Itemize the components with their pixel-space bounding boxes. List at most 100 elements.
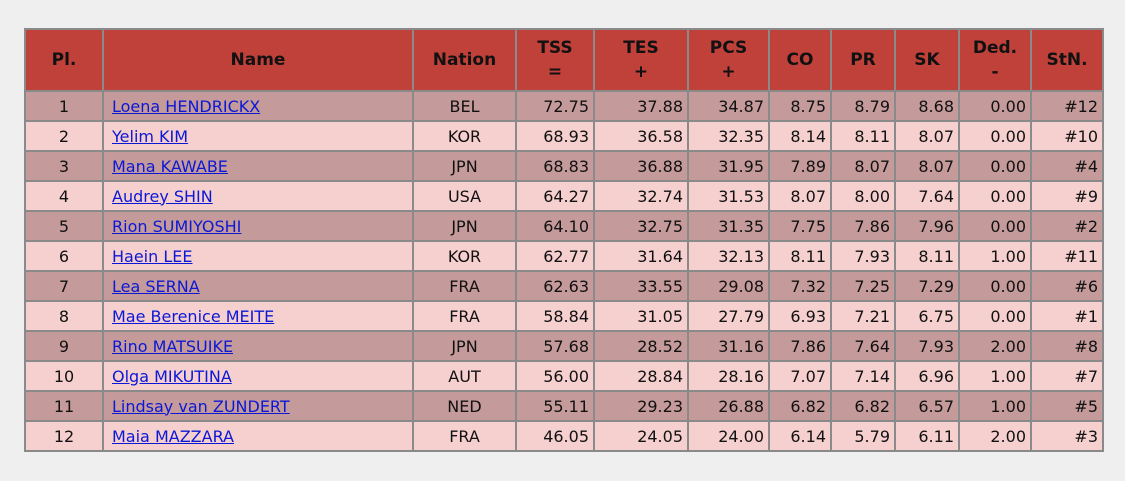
cell-tes: 32.75: [593, 210, 689, 242]
cell-tes: 36.58: [593, 120, 689, 152]
cell-skater-name[interactable]: Lindsay van ZUNDERT: [102, 390, 414, 422]
col-header-tes: TES +: [593, 28, 689, 92]
skater-link[interactable]: Audrey SHIN: [112, 186, 213, 206]
cell-co: 6.14: [768, 420, 832, 452]
cell-start-number: #4: [1030, 150, 1104, 182]
cell-tss: 64.27: [515, 180, 595, 212]
cell-skater-name[interactable]: Rino MATSUIKE: [102, 330, 414, 362]
cell-tes: 36.88: [593, 150, 689, 182]
skater-link[interactable]: Lindsay van ZUNDERT: [112, 396, 290, 416]
cell-tss: 72.75: [515, 90, 595, 122]
cell-tss: 62.63: [515, 270, 595, 302]
cell-pcs: 31.95: [687, 150, 770, 182]
table-row: 2 Yelim KIM KOR 68.93 36.58 32.35 8.14 8.11 8.07…: [24, 120, 1104, 152]
skater-link[interactable]: Mae Berenice MEITE: [112, 306, 275, 326]
skater-link[interactable]: Olga MIKUTINA: [112, 366, 232, 386]
header-row: Pl. Name Nation TSS = TES + PCS + CO PR SK …: [24, 28, 1104, 92]
skater-link[interactable]: Lea SERNA: [112, 276, 200, 296]
cell-deductions: 0.00: [958, 210, 1032, 242]
cell-deductions: 2.00: [958, 330, 1032, 362]
cell-skater-name[interactable]: Loena HENDRICKX: [102, 90, 414, 122]
cell-place: 10: [24, 360, 104, 392]
col-header-ded: Ded. -: [958, 28, 1032, 92]
skater-link[interactable]: Rion SUMIYOSHI: [112, 216, 242, 236]
skater-link[interactable]: Mana KAWABE: [112, 156, 228, 176]
cell-place: 11: [24, 390, 104, 422]
cell-pcs: 31.16: [687, 330, 770, 362]
cell-tes: 31.64: [593, 240, 689, 272]
cell-deductions: 0.00: [958, 150, 1032, 182]
cell-deductions: 1.00: [958, 240, 1032, 272]
cell-pcs: 32.13: [687, 240, 770, 272]
col-header-pcs: PCS +: [687, 28, 770, 92]
cell-place: 12: [24, 420, 104, 452]
cell-skater-name[interactable]: Yelim KIM: [102, 120, 414, 152]
cell-co: 7.32: [768, 270, 832, 302]
cell-nation: JPN: [412, 330, 517, 362]
cell-place: 9: [24, 330, 104, 362]
cell-skater-name[interactable]: Haein LEE: [102, 240, 414, 272]
cell-skater-name[interactable]: Lea SERNA: [102, 270, 414, 302]
cell-tss: 57.68: [515, 330, 595, 362]
cell-start-number: #3: [1030, 420, 1104, 452]
cell-pr: 7.25: [830, 270, 896, 302]
cell-pr: 6.82: [830, 390, 896, 422]
cell-start-number: #5: [1030, 390, 1104, 422]
col-header-pl: Pl.: [24, 28, 104, 92]
results-panel: Pl. Name Nation TSS = TES + PCS + CO PR SK …: [24, 28, 1104, 452]
table-row: 8 Mae Berenice MEITE FRA 58.84 31.05 27.79 6.9…: [24, 300, 1104, 332]
table-row: 1 Loena HENDRICKX BEL 72.75 37.88 34.87 8.75 8.…: [24, 90, 1104, 122]
cell-skater-name[interactable]: Mana KAWABE: [102, 150, 414, 182]
cell-sk: 6.57: [894, 390, 960, 422]
cell-nation: NED: [412, 390, 517, 422]
cell-skater-name[interactable]: Rion SUMIYOSHI: [102, 210, 414, 242]
cell-pcs: 29.08: [687, 270, 770, 302]
cell-start-number: #12: [1030, 90, 1104, 122]
cell-tes: 32.74: [593, 180, 689, 212]
cell-sk: 6.11: [894, 420, 960, 452]
cell-co: 6.93: [768, 300, 832, 332]
skater-link[interactable]: Rino MATSUIKE: [112, 336, 234, 356]
skater-link[interactable]: Yelim KIM: [112, 126, 189, 146]
cell-nation: JPN: [412, 210, 517, 242]
cell-co: 7.07: [768, 360, 832, 392]
cell-nation: JPN: [412, 150, 517, 182]
cell-co: 8.11: [768, 240, 832, 272]
cell-start-number: #9: [1030, 180, 1104, 212]
cell-tss: 56.00: [515, 360, 595, 392]
cell-sk: 6.75: [894, 300, 960, 332]
cell-co: 8.07: [768, 180, 832, 212]
cell-start-number: #11: [1030, 240, 1104, 272]
cell-tss: 64.10: [515, 210, 595, 242]
table-row: 12 Maia MAZZARA FRA 46.05 24.05 24.00 6.14 5.79…: [24, 420, 1104, 452]
cell-pr: 8.79: [830, 90, 896, 122]
cell-skater-name[interactable]: Mae Berenice MEITE: [102, 300, 414, 332]
cell-nation: KOR: [412, 120, 517, 152]
skater-link[interactable]: Maia MAZZARA: [112, 426, 234, 446]
cell-place: 2: [24, 120, 104, 152]
cell-tes: 33.55: [593, 270, 689, 302]
cell-place: 3: [24, 150, 104, 182]
cell-pcs: 28.16: [687, 360, 770, 392]
cell-skater-name[interactable]: Maia MAZZARA: [102, 420, 414, 452]
cell-tss: 62.77: [515, 240, 595, 272]
cell-pcs: 34.87: [687, 90, 770, 122]
cell-pr: 8.07: [830, 150, 896, 182]
cell-place: 4: [24, 180, 104, 212]
cell-deductions: 2.00: [958, 420, 1032, 452]
cell-skater-name[interactable]: Audrey SHIN: [102, 180, 414, 212]
col-header-pr: PR: [830, 28, 896, 92]
cell-skater-name[interactable]: Olga MIKUTINA: [102, 360, 414, 392]
cell-nation: USA: [412, 180, 517, 212]
cell-deductions: 0.00: [958, 120, 1032, 152]
cell-co: 8.75: [768, 90, 832, 122]
cell-deductions: 0.00: [958, 300, 1032, 332]
cell-tes: 31.05: [593, 300, 689, 332]
cell-sk: 7.64: [894, 180, 960, 212]
cell-pr: 7.64: [830, 330, 896, 362]
skater-link[interactable]: Loena HENDRICKX: [112, 96, 261, 116]
cell-place: 8: [24, 300, 104, 332]
cell-tes: 37.88: [593, 90, 689, 122]
skater-link[interactable]: Haein LEE: [112, 246, 193, 266]
col-header-nation: Nation: [412, 28, 517, 92]
